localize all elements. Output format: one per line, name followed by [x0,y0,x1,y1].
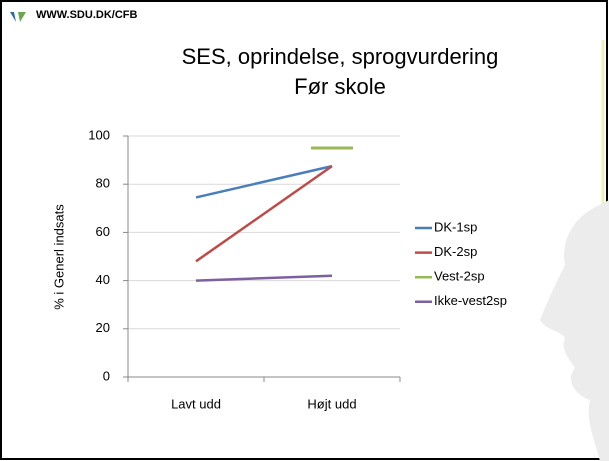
legend-label: DK-2sp [434,244,477,259]
series-line [195,164,333,199]
x-tick-label: Lavt udd [171,396,221,411]
chart-title: SES, oprindelse, sprogvurdering [182,44,499,69]
series-line [195,165,333,263]
y-axis-label: % i Generl indsats [51,204,66,310]
chart-subtitle: Før skole [294,74,386,99]
series-line [195,274,333,282]
legend-label: DK-1sp [434,219,477,234]
y-tick-label: 40 [96,272,110,287]
y-tick-label: 80 [96,176,110,191]
face-silhouette [540,200,609,461]
x-tick-label: Højt udd [307,396,356,411]
y-tick-label: 20 [96,320,110,335]
legend-label: Vest-2sp [434,269,485,284]
y-tick-label: 100 [88,127,110,142]
y-tick-label: 0 [103,368,110,383]
logo [10,12,26,22]
y-tick-label: 60 [96,224,110,239]
legend-label: Ikke-vest2sp [434,293,507,308]
site-url: WWW.SDU.DK/CFB [36,9,137,21]
